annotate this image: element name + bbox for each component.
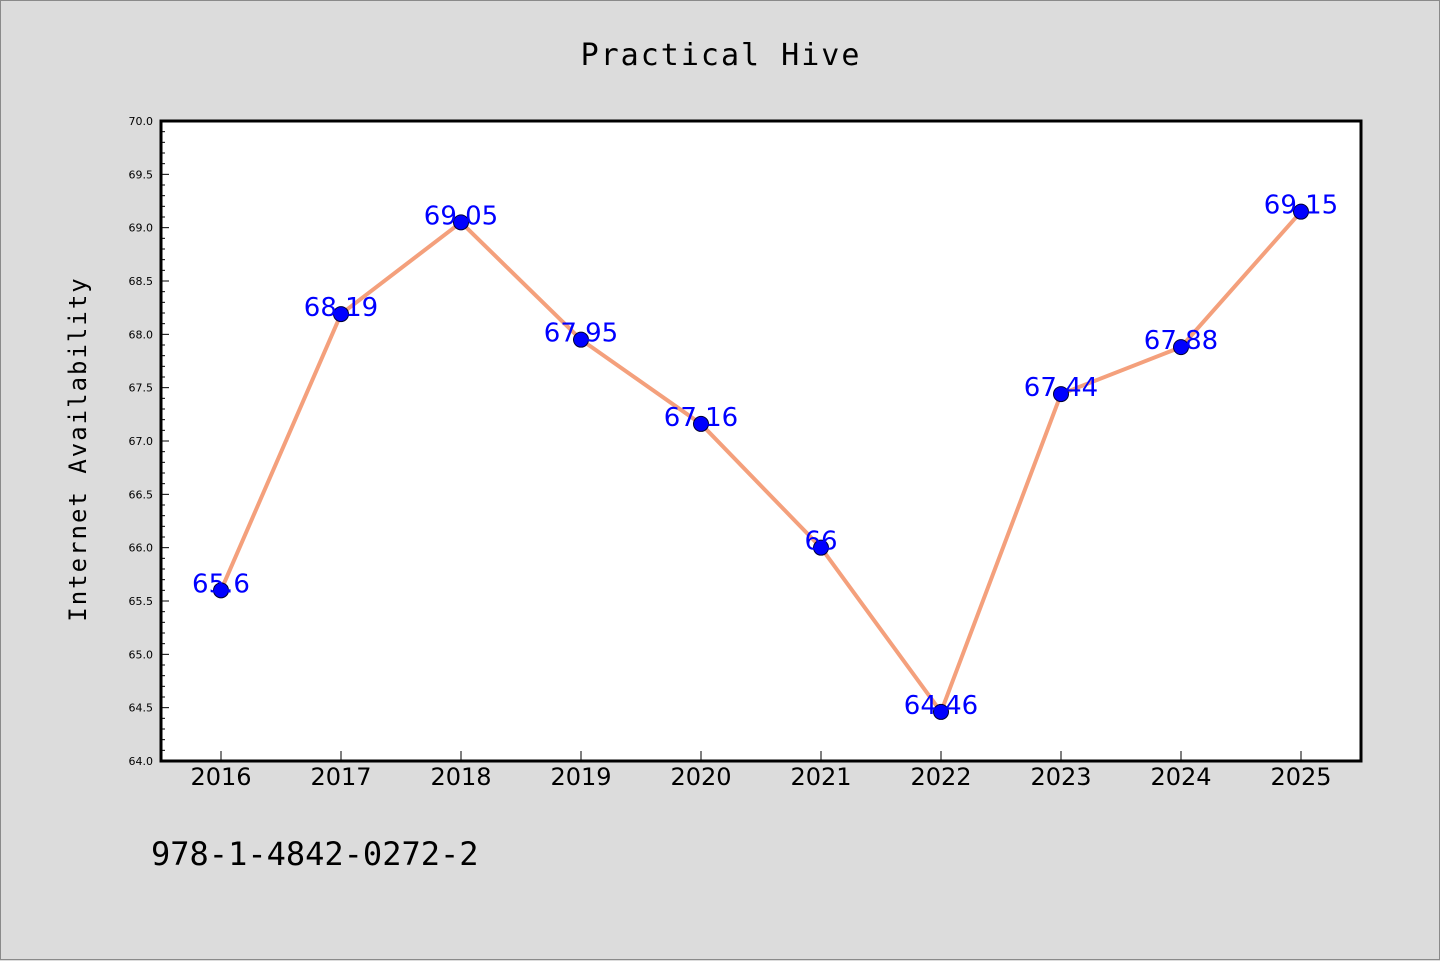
y-tick-label: 68.5 xyxy=(129,275,154,288)
x-tick-label: 2021 xyxy=(790,763,851,791)
y-axis-label: Internet Availability xyxy=(64,276,92,621)
y-tick-label: 64.0 xyxy=(129,755,154,768)
y-tick-label: 64.5 xyxy=(129,702,154,715)
data-point xyxy=(213,582,229,599)
plot-area xyxy=(159,119,1363,763)
data-point xyxy=(333,306,349,323)
x-tick-label: 2020 xyxy=(670,763,731,791)
data-label: 67.44 xyxy=(1024,373,1098,403)
x-tick-label: 2024 xyxy=(1150,763,1211,791)
x-tick-label: 2023 xyxy=(1030,763,1091,791)
series-polyline xyxy=(219,209,1303,714)
data-point xyxy=(1173,339,1189,356)
y-tick-label: 69.0 xyxy=(129,222,154,235)
x-axis-ticks: 2016 2017 2018 2019 2020 2021 2022 2023 2024 2025 xyxy=(190,751,1332,791)
x-tick-label: 2018 xyxy=(430,763,491,791)
data-point xyxy=(573,331,589,348)
data-point xyxy=(453,214,469,231)
y-tick-label: 67.0 xyxy=(129,435,154,448)
y-tick-label: 65.5 xyxy=(129,595,154,608)
x-tick-label: 2017 xyxy=(310,763,371,791)
chart-title: Practical Hive xyxy=(581,38,862,73)
y-tick-label: 70.0 xyxy=(129,115,154,128)
data-label: 67.16 xyxy=(664,403,738,433)
data-label: 66 xyxy=(804,527,837,557)
data-point xyxy=(933,703,949,720)
data-label: 67.88 xyxy=(1144,326,1218,356)
data-point xyxy=(813,539,829,556)
data-point xyxy=(1293,203,1309,220)
y-tick-label: 66.5 xyxy=(129,488,154,501)
data-label: 69.05 xyxy=(424,201,498,231)
data-labels: 65.6 68.19 69.05 67.95 67.16 66 64.46 67.44 67.8… xyxy=(192,191,1338,721)
data-label: 65.6 xyxy=(192,569,250,599)
y-tick-label: 68.0 xyxy=(129,328,154,341)
y-tick-label: 69.5 xyxy=(129,168,154,181)
data-point xyxy=(1053,386,1069,403)
x-tick-label: 2019 xyxy=(550,763,611,791)
y-tick-label: 65.0 xyxy=(129,648,154,661)
y-tick-label: 66.0 xyxy=(129,542,154,555)
x-tick-label: 2022 xyxy=(910,763,971,791)
x-tick-label: 2025 xyxy=(1270,763,1331,791)
data-label: 64.46 xyxy=(904,691,978,721)
y-tick-label: 67.5 xyxy=(129,382,154,395)
footer-isbn: 978-1-4842-0272-2 xyxy=(151,835,479,873)
data-label: 69.15 xyxy=(1264,191,1338,221)
x-tick-label: 2016 xyxy=(190,763,251,791)
y-axis-ticks: 64.0 64.5 65.0 65.5 66.0 66.5 67.0 67.5 68.0 68.5… xyxy=(129,115,169,768)
data-label: 67.95 xyxy=(544,319,618,349)
series-line xyxy=(213,203,1309,720)
data-point xyxy=(693,415,709,432)
data-label: 68.19 xyxy=(304,293,378,323)
